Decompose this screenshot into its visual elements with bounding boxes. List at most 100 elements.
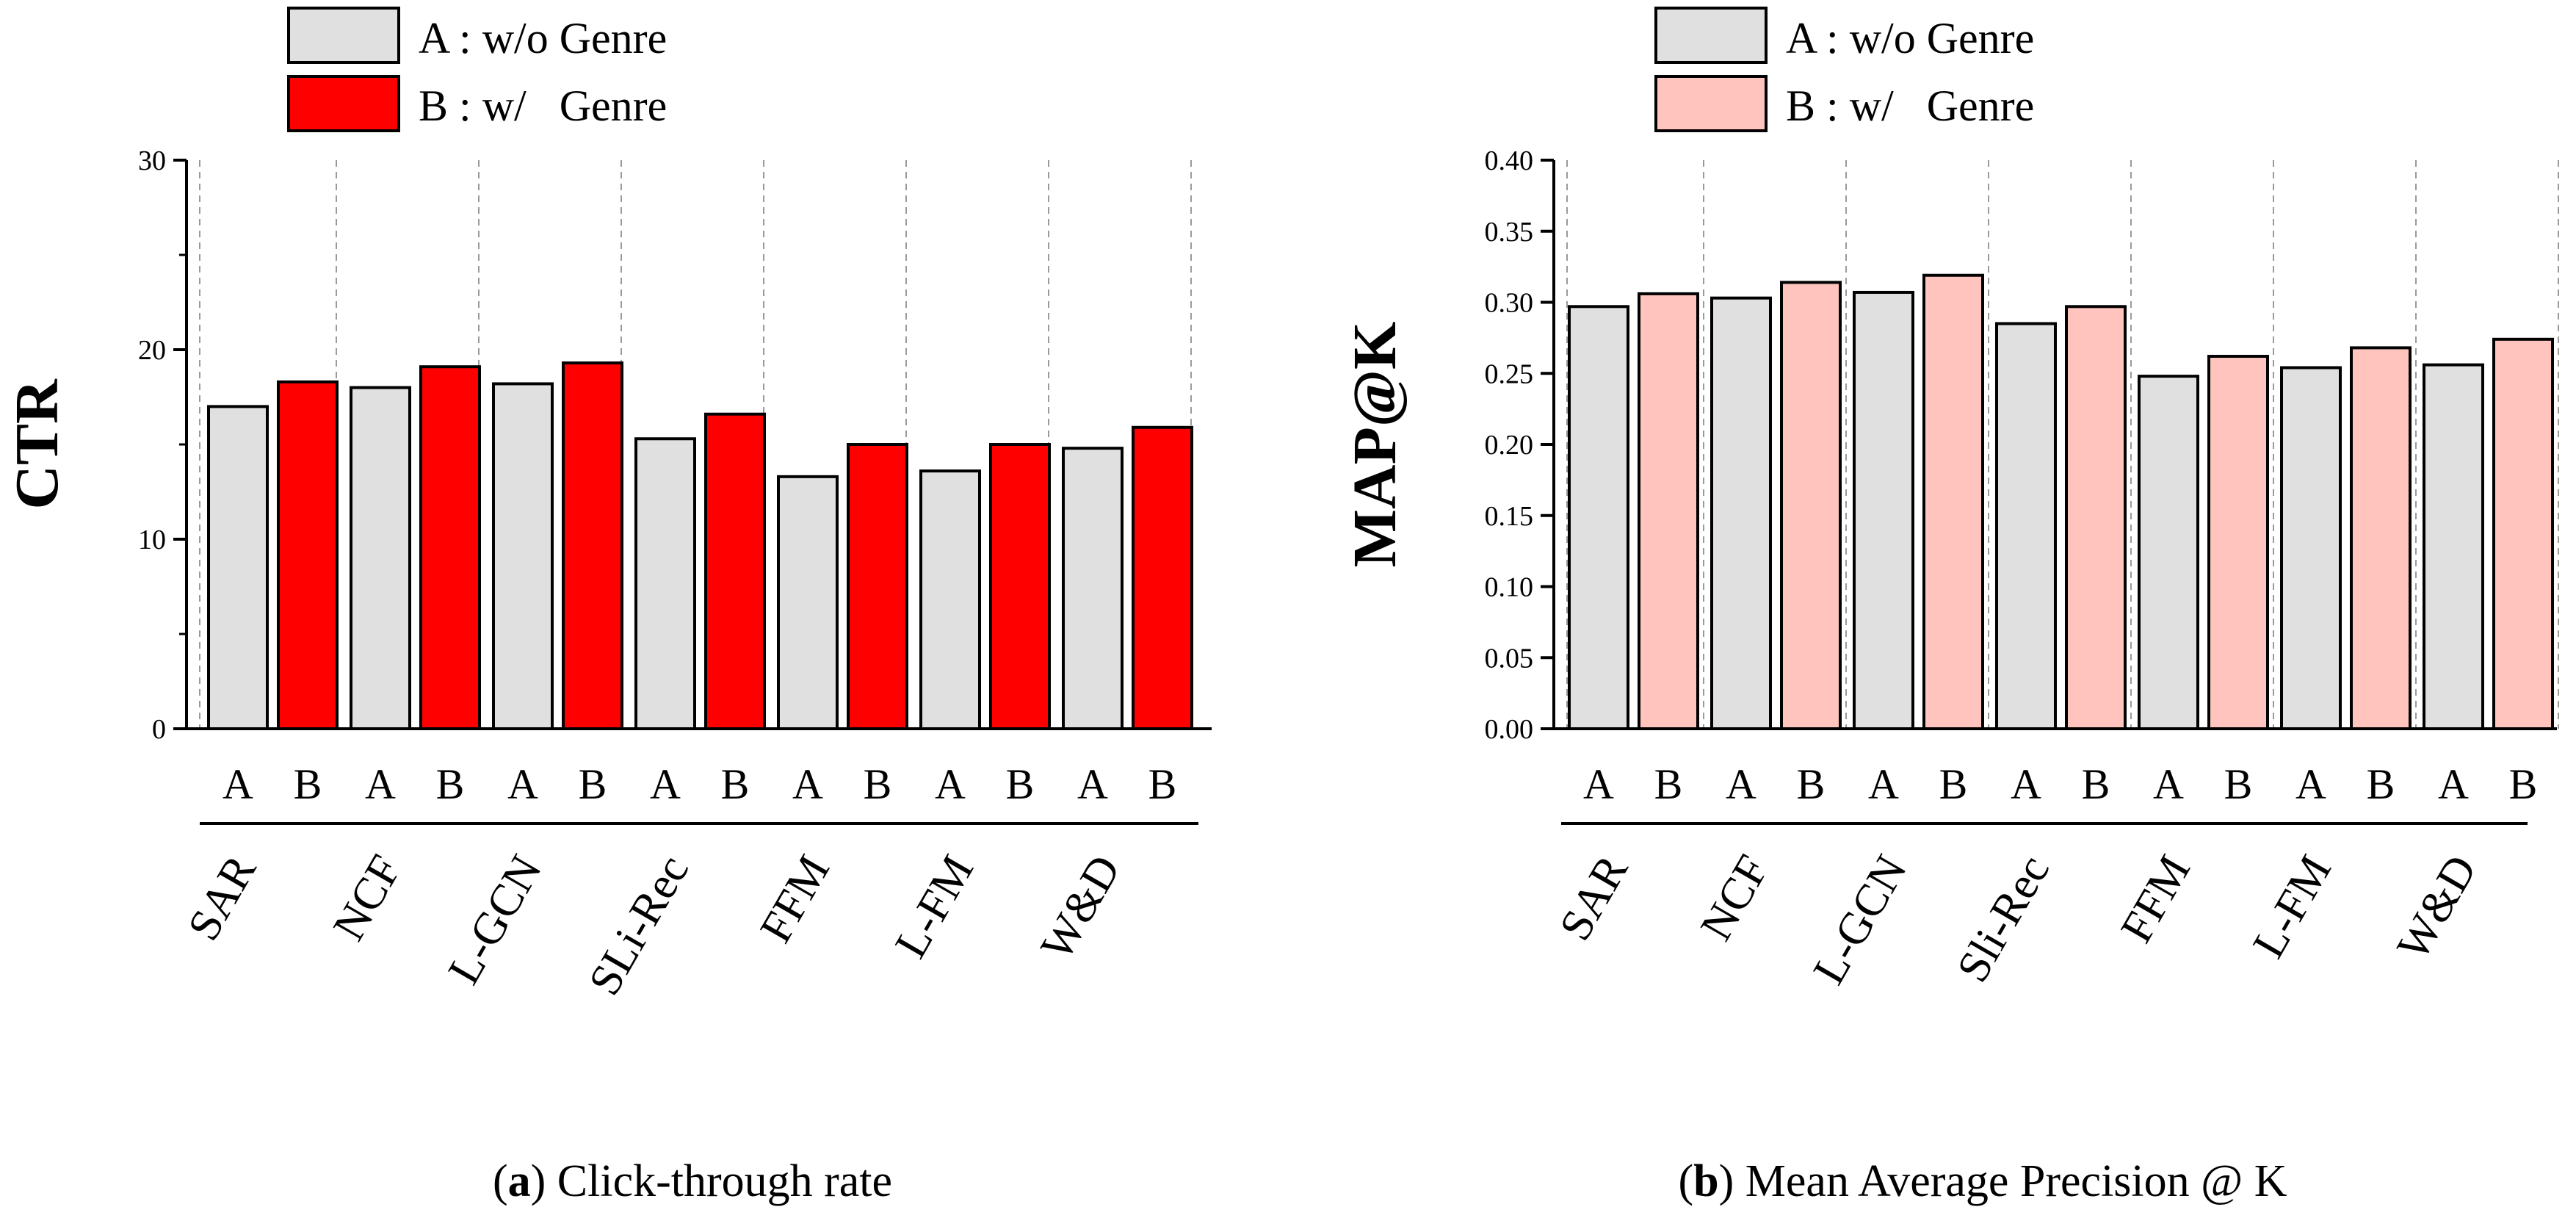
y-tick-label: 0.40 [1485,145,1534,176]
bar-b-2 [562,361,623,730]
bar-letter-label: A [1583,760,1614,808]
model-label: SAR [1550,846,1638,948]
y-tick-label: 0.00 [1485,714,1534,745]
bar-b-4 [847,443,908,730]
model-label: FFM [750,847,839,951]
legend-swatch-a [1654,7,1768,64]
legend-label-a: A : w/o Genre [419,14,667,62]
y-tick-label: 30 [138,145,166,176]
caption-letter: b [1693,1156,1718,1206]
bar-a-2 [492,382,554,730]
map-chart-panel: A : w/o Genre B : w/ Genre 0.000.050.100… [1341,7,2559,1206]
model-label: L-FM [2243,847,2341,966]
bar-letter-label: B [1939,760,1968,808]
bar-b-1 [419,365,481,730]
bar-a-2 [1853,290,1914,730]
legend-swatch-b [287,75,400,132]
bar-letter-label: B [2367,760,2395,808]
y-tick-label: 0.05 [1485,643,1534,674]
y-axis-label: CTR [3,378,71,510]
bar-a-1 [350,386,411,730]
bar-b-0 [277,380,339,730]
caption-text: Mean Average Precision @ K [1734,1156,2287,1206]
legend: A : w/o Genre B : w/ Genre [1654,7,2034,132]
bar-letter-label: B [2224,760,2253,808]
bar-a-6 [2423,363,2484,730]
bar-b-3 [2065,305,2127,730]
bar-b-1 [1780,281,1842,731]
bar-letter-label: A [1868,760,1899,808]
caption-letter: a [508,1156,531,1206]
ctr-chart-panel: A : w/o Genre B : w/ Genre 0 10 20 30 CTR A… [3,7,1212,1206]
caption: (a) Click-through rate [493,1156,892,1206]
y-tick-label: 20 [138,335,166,366]
caption-text: Click-through rate [546,1156,892,1206]
model-label: SAR [178,846,267,948]
bar-b-6 [1132,425,1193,731]
legend-label-a: A : w/o Genre [1786,14,2034,62]
bar-letter-label: B [1797,760,1826,808]
model-label: L-FM [886,847,983,966]
bar-a-1 [1710,296,1772,730]
bar-letter-label: A [2153,760,2184,808]
model-label: NCF [324,847,411,948]
y-tick-label: 10 [138,525,166,555]
bar-letter-label: A [935,760,966,808]
bar-letter-label: A [222,760,253,808]
legend: A : w/o Genre B : w/ Genre [287,7,667,132]
bar-a-0 [1568,305,1629,730]
bar-letter-label: A [1077,760,1108,808]
bar-b-0 [1638,292,1699,730]
bar-letter-label: B [2082,760,2110,808]
bar-a-3 [1995,322,2057,730]
bar-letter-label: B [1148,760,1177,808]
bar-a-6 [1062,447,1124,730]
bar-a-4 [777,475,839,730]
bar-b-5 [2350,346,2412,731]
bar-a-4 [2138,375,2199,730]
bar-b-6 [2492,337,2554,730]
bar-letter-label: B [1006,760,1035,808]
bar-letter-label: A [650,760,681,808]
y-tick-label: 0.25 [1485,358,1534,389]
y-ticks: 0 10 20 30 [138,145,187,745]
y-tick-label: 0.20 [1485,430,1534,461]
bar-letter-label: B [579,760,607,808]
y-axis-label: MAP@K [1341,322,1409,568]
model-label: L-GCN [1804,847,1917,992]
legend-label-b: B : w/ Genre [419,82,667,130]
model-labels: SAR NCF L-GCN Sli-Rec FFM L-FM W&D [1550,846,2486,992]
bar-letter-label: B [864,760,892,808]
bar-a-5 [2280,366,2342,730]
y-tick-label: 0.35 [1485,217,1534,248]
bar-letter-label: A [507,760,538,808]
legend-label-b: B : w/ Genre [1786,82,2034,130]
y-tick-label: 0.10 [1485,572,1534,603]
bar-a-5 [919,469,981,730]
y-tick-label: 0.15 [1485,501,1534,532]
y-tick-label: 0.30 [1485,288,1534,319]
gridlines [1566,160,2559,729]
bar-letter-label: A [1726,760,1756,808]
y-ticks: 0.00 0.05 0.10 0.15 0.20 0.25 0.30 0.35 0.40 [1485,145,1554,745]
model-label: W&D [2387,847,2486,968]
bar-letter-label: B [1654,760,1683,808]
model-label: L-GCN [439,847,552,992]
bar-letter-label: A [2011,760,2041,808]
model-label: W&D [1031,847,1130,968]
model-labels: SAR NCF L-GCN SLi-Rec FFM L-FM W&D [178,846,1130,1003]
model-label: NCF [1691,847,1779,948]
bar-b-4 [2207,355,2269,730]
bar-letter-label: A [365,760,396,808]
bars [1568,273,2554,731]
y-tick-label: 0 [152,714,166,745]
bar-b-5 [989,443,1051,730]
bar-letter-label: B [294,760,322,808]
legend-swatch-a [287,7,400,64]
bar-letter-label: A [2295,760,2326,808]
model-label: Sli-Rec [1947,847,2059,990]
model-label: FFM [2111,847,2200,951]
